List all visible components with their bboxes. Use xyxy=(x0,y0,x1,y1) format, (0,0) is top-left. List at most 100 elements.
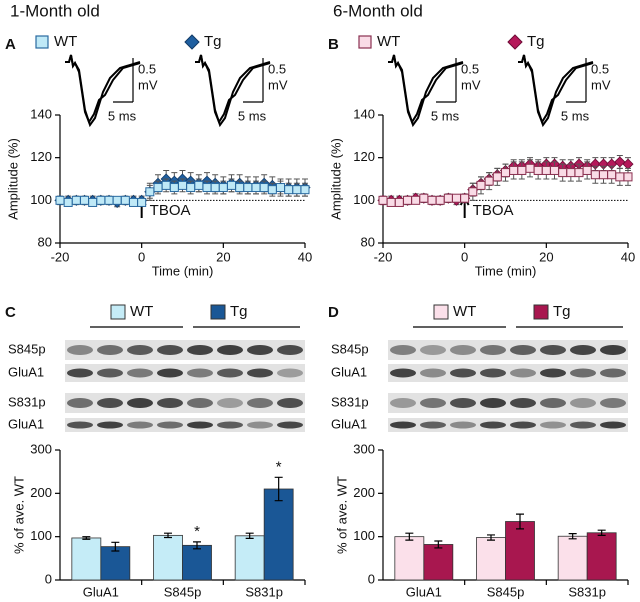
blot-label: GluA1 xyxy=(8,364,44,379)
blot-band xyxy=(450,421,476,429)
data-point xyxy=(614,156,626,168)
blot-band xyxy=(127,398,153,408)
y-tick-label: 100 xyxy=(30,192,52,207)
data-point xyxy=(394,197,404,207)
scale-label: 0.5 xyxy=(268,61,286,76)
data-point xyxy=(623,172,633,182)
y-tick-label: 140 xyxy=(353,106,375,121)
blot-band xyxy=(480,398,506,408)
blot-band xyxy=(157,421,183,429)
trace xyxy=(65,54,141,125)
blot-band xyxy=(600,345,626,355)
x-tick-label: 0 xyxy=(461,249,468,264)
blot-band xyxy=(540,368,566,378)
blot-band xyxy=(97,368,123,378)
data-point xyxy=(574,168,584,178)
data-point xyxy=(259,183,269,193)
blot-band xyxy=(420,398,446,408)
blot-band xyxy=(67,398,93,408)
blot-band xyxy=(510,345,536,355)
data-point xyxy=(276,183,285,193)
data-point xyxy=(80,195,89,205)
panel-letter: B xyxy=(328,36,339,53)
blot-band xyxy=(157,368,183,378)
blot-band xyxy=(600,421,626,429)
blot-band xyxy=(510,398,536,408)
data-point xyxy=(615,172,625,182)
legend-marker xyxy=(210,304,226,320)
scale-label: 5 ms xyxy=(431,108,460,123)
bar xyxy=(394,536,425,581)
data-point xyxy=(194,180,204,190)
data-point xyxy=(403,195,412,205)
x-tick-label: -20 xyxy=(374,249,393,264)
legend-label: WT xyxy=(453,303,476,320)
x-tick-label: 40 xyxy=(298,249,312,264)
data-point xyxy=(300,185,310,195)
bar xyxy=(505,521,535,581)
blot-band xyxy=(570,398,596,408)
data-point xyxy=(284,185,294,195)
blot-band xyxy=(450,368,476,378)
blot-band xyxy=(217,398,243,408)
bar xyxy=(71,537,102,581)
data-point xyxy=(558,168,568,178)
blot-band xyxy=(187,398,213,408)
scale-label: 0.5 xyxy=(138,61,156,76)
data-point xyxy=(71,195,81,205)
blot xyxy=(65,340,305,360)
data-point xyxy=(419,193,429,203)
blot-band xyxy=(390,345,416,355)
data-point xyxy=(566,168,576,178)
x-tick-label: S831p xyxy=(245,584,283,599)
data-point xyxy=(96,195,106,205)
data-point xyxy=(525,163,535,173)
error-bar xyxy=(245,532,254,539)
error-bar xyxy=(274,476,283,502)
blot-band xyxy=(420,421,446,429)
data-point xyxy=(468,187,478,197)
data-point xyxy=(443,193,453,203)
blot-band xyxy=(277,421,303,429)
blot-label: GluA1 xyxy=(8,416,44,431)
y-tick-label: 140 xyxy=(30,106,52,121)
data-point xyxy=(104,195,114,205)
data-point xyxy=(435,195,445,205)
blot-band xyxy=(420,345,446,355)
y-tick-label: 200 xyxy=(353,485,375,500)
x-tick-label: 40 xyxy=(621,249,635,264)
blot-band xyxy=(67,421,93,429)
data-point xyxy=(501,168,510,178)
x-tick-label: 0 xyxy=(138,249,145,264)
x-axis-title: Time (min) xyxy=(152,263,214,278)
y-tick-label: 300 xyxy=(30,441,52,456)
legend-label: Tg xyxy=(553,303,571,320)
y-tick-label: 100 xyxy=(353,192,375,207)
error-bar xyxy=(405,532,414,541)
blot-band xyxy=(217,421,243,429)
blot-band xyxy=(510,421,536,429)
legend-label: WT xyxy=(54,33,77,50)
scale-label: mV xyxy=(461,77,481,92)
scale-label: 0.5 xyxy=(461,61,479,76)
error-bar xyxy=(434,540,443,549)
header: 6-Month old xyxy=(333,1,423,20)
data-point xyxy=(120,195,130,205)
header: 1-Month old xyxy=(10,1,100,20)
y-tick-label: 120 xyxy=(353,149,375,164)
y-tick-label: 100 xyxy=(353,528,375,543)
blot-band xyxy=(187,421,213,429)
data-point xyxy=(145,187,155,197)
error-bar xyxy=(487,534,495,541)
blot xyxy=(388,393,628,413)
data-point xyxy=(161,180,171,190)
blot-band xyxy=(480,368,506,378)
blot xyxy=(65,364,305,382)
blot-band xyxy=(570,421,596,429)
data-point xyxy=(169,183,179,193)
x-tick-label: -20 xyxy=(51,249,70,264)
blot xyxy=(388,418,628,432)
blot-band xyxy=(217,345,243,355)
blot-band xyxy=(127,421,153,429)
